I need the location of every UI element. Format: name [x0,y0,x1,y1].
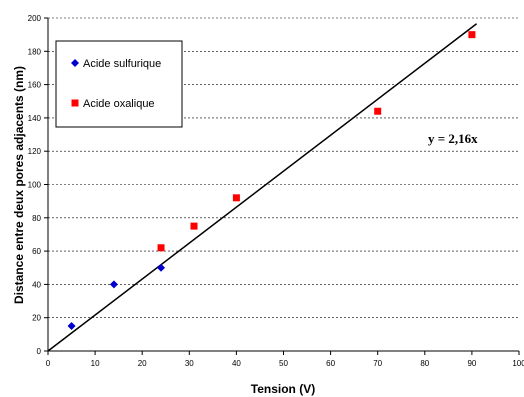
x-tick-label-80: 80 [420,359,429,368]
x-tick-label-90: 90 [467,359,476,368]
y-tick-labels: 0 20 40 60 80 100 120 140 160 180 200 [28,14,42,356]
y-tick-label-160: 160 [28,81,42,90]
y-tick-label-80: 80 [32,214,41,223]
axes [44,17,520,355]
data-point-s0-2 [157,263,166,272]
legend: Acide sulfurique Acide oxalique [55,40,183,128]
x-tick-label-20: 20 [138,359,147,368]
legend-marker-0 [71,59,79,67]
y-tick-label-140: 140 [28,114,42,123]
y-tick-label-100: 100 [28,181,42,190]
data-point-s1-0 [157,244,165,252]
x-axis-title: Tension (V) [251,382,315,396]
data-point-s0-0 [67,322,76,331]
x-tick-label-40: 40 [232,359,241,368]
legend-label-0: Acide sulfurique [83,58,161,70]
fit-line [47,23,478,352]
x-tick-label-60: 60 [326,359,335,368]
fit-line-layer [47,23,478,352]
x-tick-label-100: 100 [512,359,524,368]
data-point-s1-4 [468,31,476,39]
legend-label-1: Acide oxalique [83,98,155,110]
data-point-s0-1 [109,280,118,289]
data-point-s1-3 [374,107,382,115]
data-point-s1-2 [232,194,240,202]
y-axis-title: Distance entre deux pores adjacents (nm) [12,66,26,304]
data-points [67,31,476,331]
x-tick-label-50: 50 [279,359,288,368]
y-tick-label-120: 120 [28,147,42,156]
y-tick-label-60: 60 [32,247,41,256]
x-tick-label-0: 0 [46,359,51,368]
fit-equation-annotation: y = 2,16x [428,131,478,146]
x-tick-labels: 0 10 20 30 40 50 60 70 80 90 100 [46,359,524,368]
y-tick-label-200: 200 [28,14,42,23]
gridlines [48,17,519,319]
y-tick-label-180: 180 [28,47,42,56]
x-tick-label-70: 70 [373,359,382,368]
y-tick-label-40: 40 [32,280,41,289]
data-point-s1-1 [190,222,198,230]
x-tick-label-10: 10 [91,359,100,368]
y-tick-label-20: 20 [32,314,41,323]
legend-box [55,40,183,128]
x-tick-label-30: 30 [185,359,194,368]
legend-marker-1 [71,99,79,107]
y-tick-label-0: 0 [37,347,42,356]
